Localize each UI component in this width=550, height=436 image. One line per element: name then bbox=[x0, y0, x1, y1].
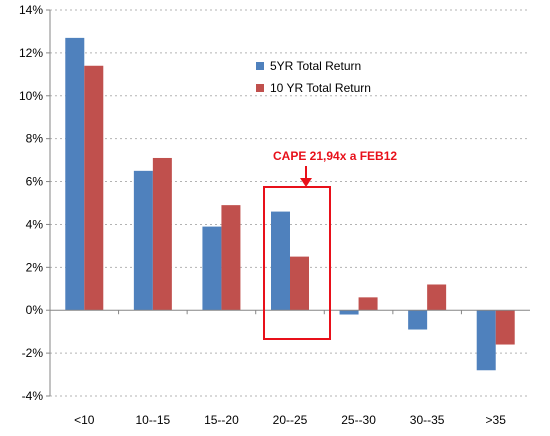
bar-10yr bbox=[358, 297, 378, 311]
x-tick-label: 10--15 bbox=[136, 413, 171, 427]
legend-label-10yr: 10 YR Total Return bbox=[270, 81, 371, 95]
annotation-arrow-head bbox=[300, 178, 312, 187]
bar-5yr bbox=[339, 310, 359, 315]
annotation-text: CAPE 21,94x a FEB12 bbox=[273, 149, 397, 163]
y-tick-label: -2% bbox=[22, 346, 44, 360]
bar-10yr bbox=[290, 256, 309, 311]
y-tick-label: 14% bbox=[19, 3, 43, 17]
x-tick-labels: <10 10--15 15--20 20--25 25--30 30--35 >35 bbox=[74, 413, 506, 427]
y-tick-label: 4% bbox=[26, 217, 44, 231]
bar-10yr bbox=[427, 284, 447, 311]
axes bbox=[49, 10, 530, 396]
y-tick-label: 2% bbox=[26, 260, 44, 274]
bar-10yr bbox=[152, 157, 172, 311]
x-tick-label: 20--25 bbox=[273, 413, 308, 427]
x-tick-label: 30--35 bbox=[410, 413, 445, 427]
bar-5yr bbox=[133, 170, 153, 311]
bar-5yr bbox=[202, 226, 222, 311]
legend-label-5yr: 5YR Total Return bbox=[270, 59, 361, 73]
bar-5yr bbox=[271, 211, 290, 311]
y-tick-label: -4% bbox=[22, 389, 44, 403]
y-tick-label: 6% bbox=[26, 175, 44, 189]
legend: 5YR Total Return 10 YR Total Return bbox=[256, 59, 371, 95]
x-tick-label: 25--30 bbox=[341, 413, 376, 427]
y-tick-label: 0% bbox=[26, 303, 44, 317]
bar-5yr bbox=[408, 310, 428, 330]
bar-10yr bbox=[495, 310, 515, 345]
y-tick-label: 8% bbox=[26, 132, 44, 146]
bar-10yr bbox=[221, 205, 241, 311]
x-tick-label: >35 bbox=[486, 413, 507, 427]
y-tick-labels: 14% 12% 10% 8% 6% 4% 2% 0% -2% -4% bbox=[19, 3, 43, 403]
bar-5yr bbox=[476, 310, 496, 371]
y-tick-label: 10% bbox=[19, 89, 43, 103]
cape-annotation: CAPE 21,94x a FEB12 bbox=[263, 149, 397, 340]
bar-5yr bbox=[65, 37, 85, 311]
bar-10yr bbox=[84, 65, 104, 311]
annotation-box bbox=[263, 186, 331, 340]
bars bbox=[65, 37, 515, 371]
y-tick-label: 12% bbox=[19, 46, 43, 60]
x-tick-label: <10 bbox=[74, 413, 95, 427]
legend-swatch-5yr bbox=[256, 62, 264, 70]
x-tick-label: 15--20 bbox=[204, 413, 239, 427]
legend-swatch-10yr bbox=[256, 84, 264, 92]
